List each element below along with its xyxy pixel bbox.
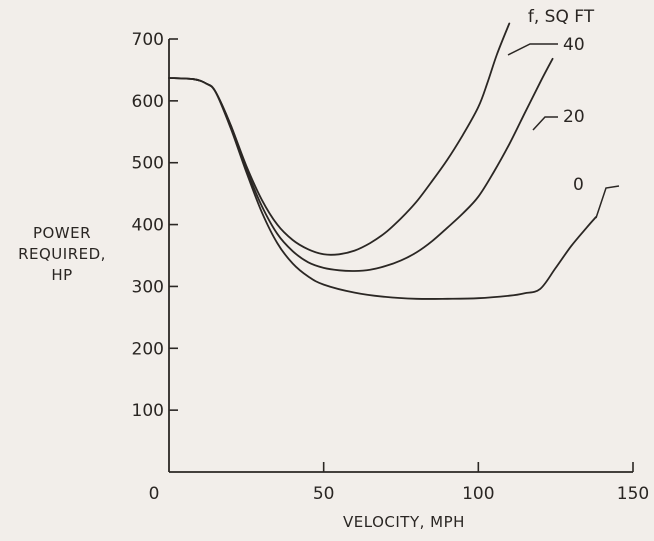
y-axis-title-line-3: HP xyxy=(51,266,72,284)
y-tick-label: 300 xyxy=(132,277,164,297)
y-axis-title-line-1: POWER xyxy=(33,224,91,242)
y-tick-label: 500 xyxy=(132,154,164,174)
y-tick-label: 200 xyxy=(132,339,164,359)
series-label-0: 0 xyxy=(573,175,584,195)
x-tick-label: 0 xyxy=(149,484,160,504)
x-tick-label: 100 xyxy=(462,484,494,504)
series-line-40 xyxy=(168,22,511,256)
x-axis-title: VELOCITY, MPH xyxy=(343,513,465,531)
y-tick-label: 100 xyxy=(132,401,164,421)
series-labels: 40 20 0 xyxy=(563,35,585,195)
leader-line-20 xyxy=(532,116,558,131)
data-series xyxy=(168,22,597,300)
x-tick-label: 150 xyxy=(617,484,649,504)
legend-title: f, SQ FT xyxy=(528,7,595,27)
axes xyxy=(168,39,633,473)
tick-marks xyxy=(169,38,634,472)
x-tick-label: 50 xyxy=(313,484,335,504)
y-tick-label: 400 xyxy=(132,216,164,236)
series-line-20 xyxy=(168,57,554,272)
leader-line-0 xyxy=(595,185,620,219)
y-tick-label: 600 xyxy=(132,92,164,112)
series-label-20: 20 xyxy=(563,107,585,127)
leader-line-40 xyxy=(507,43,558,56)
series-label-40: 40 xyxy=(563,35,585,55)
y-tick-label: 700 xyxy=(132,30,164,50)
series-line-0 xyxy=(168,77,597,300)
series-label-leaders xyxy=(507,43,620,219)
y-axis-title-line-2: REQUIRED, xyxy=(18,245,106,263)
y-axis-title: POWER REQUIRED, HP xyxy=(18,224,106,284)
